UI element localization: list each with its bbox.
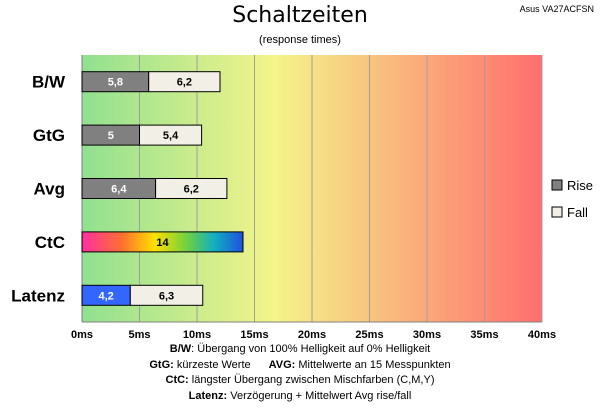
note-avg-text: Mittelwerte an 15 Messpunkten <box>295 358 451 371</box>
note-avg-key: AVG: <box>268 358 296 371</box>
note-bw-text: : Übergang von 100% Helligkeit auf 0% He… <box>191 343 431 355</box>
note-ctc-text: längster Übergang zwischen Mischfarben (… <box>188 374 435 386</box>
category-label: CtC <box>35 233 65 252</box>
bar-fall <box>129 284 204 306</box>
category-label: B/W <box>32 73 66 92</box>
note-latenz-key: Latenz: <box>188 389 228 402</box>
bar-fall <box>155 178 228 199</box>
note-gtg-avg: GtG: kürzeste Werte AVG: Mittelwerte an 1… <box>0 358 600 374</box>
bar-single <box>81 231 244 253</box>
bar-fall-label: 6,3 <box>159 290 174 302</box>
legend-swatch <box>551 206 563 218</box>
x-tick-label: 40ms <box>528 329 556 341</box>
note-bw: B/W: Übergang von 100% Helligkeit auf 0%… <box>0 342 600 358</box>
monitor-model-label: Asus VA27ACFSN <box>519 4 594 14</box>
note-bw-key: B/W <box>169 343 192 355</box>
x-tick-label: 35ms <box>470 329 498 341</box>
bar-single-label: 14 <box>156 237 169 249</box>
bar-fall <box>148 71 221 93</box>
note-ctc-key: CtC: <box>165 374 189 386</box>
bar-fall-label: 6,2 <box>184 184 199 196</box>
category-label: Latenz <box>11 286 65 305</box>
legend-label: Fall <box>567 205 588 220</box>
x-tick-label: 10ms <box>183 329 211 341</box>
bar-fall-label: 5,4 <box>163 130 179 142</box>
legend-swatch <box>551 179 563 191</box>
chart-notes: B/W: Übergang von 100% Helligkeit auf 0%… <box>0 342 600 404</box>
x-tick-label: 30ms <box>413 329 441 341</box>
category-label: Avg <box>34 180 66 199</box>
chart-subtitle: (response times) <box>259 34 341 46</box>
note-latenz: Latenz: Verzögerung + Mittelwert Avg ris… <box>0 389 600 405</box>
note-latenz-text: Verzögerung + Mittelwert Avg rise/fall <box>227 389 412 402</box>
bar-rise-label: 6,4 <box>111 184 127 196</box>
x-tick-label: 20ms <box>298 329 326 341</box>
x-tick-label: 0ms <box>71 329 93 341</box>
category-label: GtG <box>33 126 65 145</box>
note-gtg-key: GtG: <box>149 358 174 371</box>
bar-single-label: 4,2 <box>99 290 114 302</box>
legend-label: Rise <box>567 178 593 193</box>
bar-rise-label: 5 <box>108 130 114 142</box>
bar-rise-label: 5,8 <box>108 77 123 89</box>
bar-fall <box>139 124 203 146</box>
x-tick-label: 5ms <box>128 329 150 341</box>
x-tick-label: 25ms <box>355 329 383 341</box>
note-ctc: CtC: längster Übergang zwischen Mischfar… <box>0 373 600 389</box>
chart-title: Schaltzeiten <box>232 3 368 28</box>
x-tick-label: 15ms <box>240 329 268 341</box>
note-gtg-text: kürzeste Werte <box>173 358 251 371</box>
bar-fall-label: 6,2 <box>177 77 192 89</box>
